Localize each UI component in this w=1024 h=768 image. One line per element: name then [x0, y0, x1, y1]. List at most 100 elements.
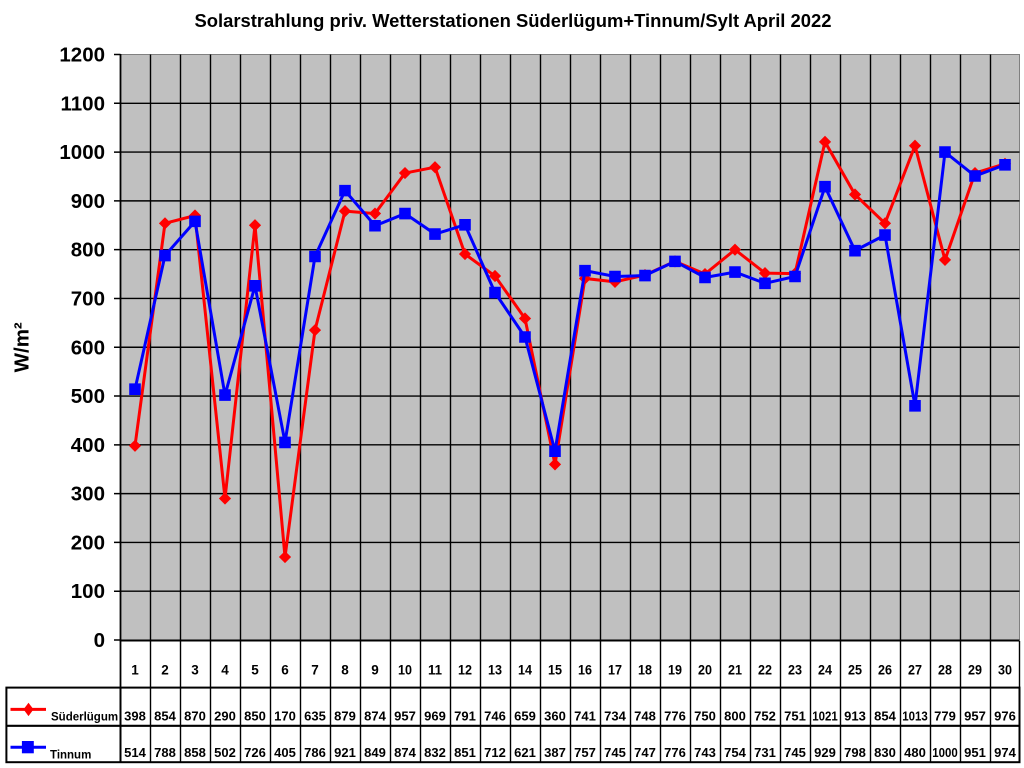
svg-text:929: 929 — [814, 745, 836, 760]
svg-text:874: 874 — [394, 745, 416, 760]
svg-text:405: 405 — [274, 745, 296, 760]
svg-text:3: 3 — [191, 663, 199, 678]
svg-text:400: 400 — [71, 434, 105, 457]
svg-text:20: 20 — [698, 663, 712, 678]
svg-text:800: 800 — [71, 239, 105, 262]
svg-text:29: 29 — [968, 663, 982, 678]
svg-text:750: 750 — [694, 709, 716, 724]
svg-text:W/m²: W/m² — [10, 322, 33, 372]
svg-text:700: 700 — [71, 287, 105, 310]
svg-text:745: 745 — [604, 745, 626, 760]
svg-text:7: 7 — [311, 663, 319, 678]
svg-text:776: 776 — [664, 709, 686, 724]
svg-text:921: 921 — [334, 745, 356, 760]
svg-text:757: 757 — [574, 745, 596, 760]
svg-text:800: 800 — [724, 709, 746, 724]
svg-text:398: 398 — [124, 709, 146, 724]
svg-text:387: 387 — [544, 745, 566, 760]
svg-text:850: 850 — [244, 709, 266, 724]
svg-text:1021: 1021 — [812, 709, 838, 724]
svg-text:Solarstrahlung priv. Wettersta: Solarstrahlung priv. Wetterstationen Süd… — [195, 10, 832, 31]
svg-text:502: 502 — [214, 745, 236, 760]
svg-text:27: 27 — [908, 663, 922, 678]
svg-text:712: 712 — [484, 745, 506, 760]
svg-text:1000: 1000 — [59, 141, 105, 164]
svg-text:14: 14 — [518, 663, 532, 678]
svg-text:0: 0 — [94, 629, 105, 652]
svg-text:200: 200 — [71, 531, 105, 554]
svg-text:731: 731 — [754, 745, 776, 760]
svg-text:830: 830 — [874, 745, 896, 760]
svg-text:754: 754 — [724, 745, 746, 760]
svg-text:290: 290 — [214, 709, 236, 724]
svg-text:776: 776 — [664, 745, 686, 760]
svg-text:19: 19 — [668, 663, 682, 678]
svg-text:21: 21 — [728, 663, 742, 678]
svg-text:858: 858 — [184, 745, 206, 760]
svg-text:8: 8 — [341, 663, 349, 678]
svg-text:170: 170 — [274, 709, 296, 724]
svg-text:Süderlügum: Süderlügum — [51, 711, 118, 723]
svg-text:300: 300 — [71, 483, 105, 506]
svg-text:18: 18 — [638, 663, 652, 678]
svg-text:100: 100 — [71, 580, 105, 603]
svg-text:957: 957 — [394, 709, 416, 724]
svg-text:976: 976 — [994, 709, 1016, 724]
svg-text:741: 741 — [574, 709, 596, 724]
svg-text:913: 913 — [844, 709, 866, 724]
svg-text:870: 870 — [184, 709, 206, 724]
svg-text:480: 480 — [904, 745, 926, 760]
svg-text:746: 746 — [484, 709, 506, 724]
svg-text:500: 500 — [71, 385, 105, 408]
svg-text:Tinnum: Tinnum — [50, 749, 91, 761]
svg-text:514: 514 — [124, 745, 146, 760]
svg-text:791: 791 — [454, 709, 476, 724]
svg-text:25: 25 — [848, 663, 862, 678]
svg-text:621: 621 — [514, 745, 536, 760]
svg-text:748: 748 — [634, 709, 656, 724]
svg-text:28: 28 — [938, 663, 952, 678]
svg-text:974: 974 — [994, 745, 1016, 760]
svg-text:752: 752 — [754, 709, 776, 724]
svg-text:17: 17 — [608, 663, 622, 678]
svg-text:1013: 1013 — [902, 709, 928, 724]
svg-text:26: 26 — [878, 663, 892, 678]
svg-text:659: 659 — [514, 709, 536, 724]
svg-text:600: 600 — [71, 336, 105, 359]
svg-text:1100: 1100 — [61, 92, 105, 115]
svg-text:788: 788 — [154, 745, 176, 760]
svg-text:957: 957 — [964, 709, 986, 724]
svg-text:4: 4 — [221, 663, 229, 678]
svg-text:10: 10 — [398, 663, 412, 678]
svg-text:1200: 1200 — [59, 44, 105, 67]
svg-text:726: 726 — [244, 745, 266, 760]
svg-text:786: 786 — [304, 745, 326, 760]
svg-text:6: 6 — [281, 663, 289, 678]
svg-text:951: 951 — [964, 745, 986, 760]
svg-text:2: 2 — [161, 663, 169, 678]
svg-text:24: 24 — [818, 663, 832, 678]
svg-text:854: 854 — [154, 709, 176, 724]
svg-text:874: 874 — [364, 709, 386, 724]
svg-text:900: 900 — [71, 190, 105, 213]
svg-text:745: 745 — [784, 745, 806, 760]
svg-text:15: 15 — [548, 663, 562, 678]
svg-text:969: 969 — [424, 709, 446, 724]
svg-text:23: 23 — [788, 663, 802, 678]
svg-text:5: 5 — [251, 663, 259, 678]
svg-text:11: 11 — [428, 663, 442, 678]
svg-text:16: 16 — [578, 663, 592, 678]
svg-text:1: 1 — [131, 663, 139, 678]
svg-text:798: 798 — [844, 745, 866, 760]
svg-text:879: 879 — [334, 709, 356, 724]
svg-text:360: 360 — [544, 709, 566, 724]
svg-text:9: 9 — [371, 663, 379, 678]
svg-text:832: 832 — [424, 745, 446, 760]
svg-text:1000: 1000 — [932, 745, 958, 760]
svg-text:851: 851 — [454, 745, 476, 760]
svg-text:30: 30 — [998, 663, 1012, 678]
svg-text:854: 854 — [874, 709, 896, 724]
svg-text:751: 751 — [784, 709, 806, 724]
svg-text:743: 743 — [694, 745, 716, 760]
svg-text:747: 747 — [634, 745, 656, 760]
